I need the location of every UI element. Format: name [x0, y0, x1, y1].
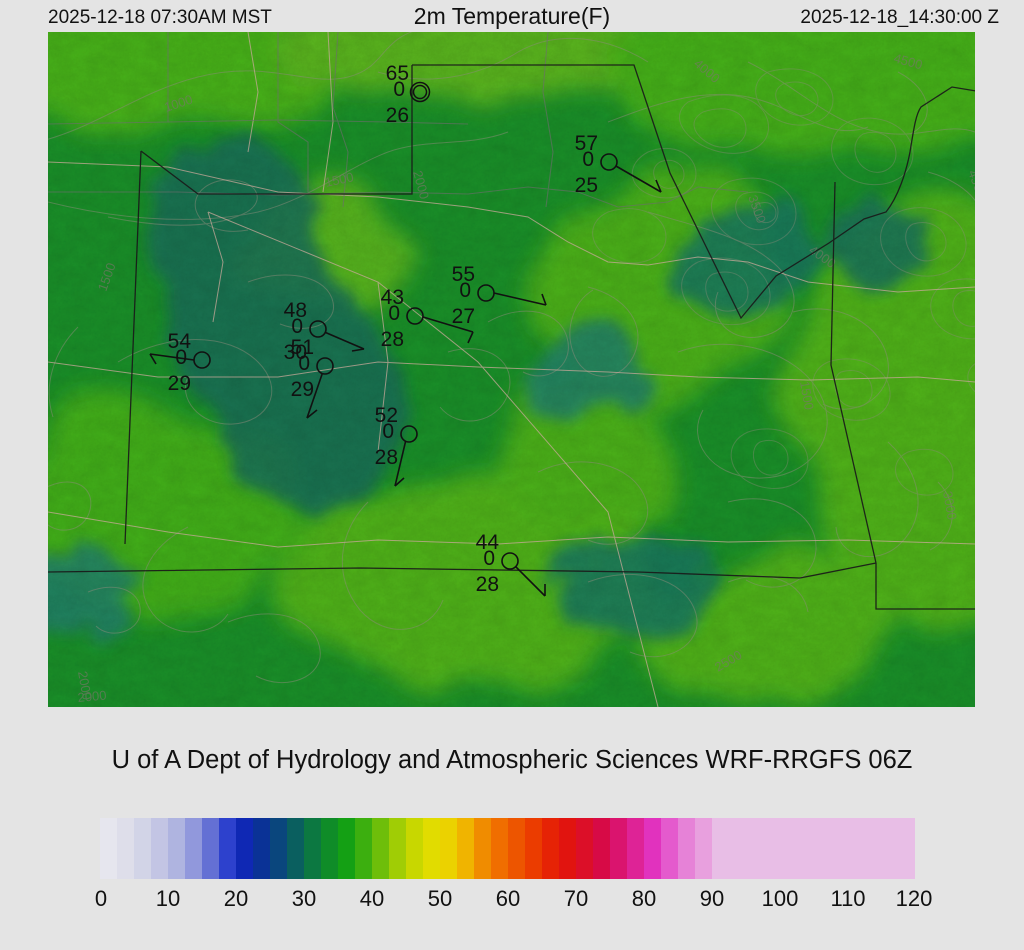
svg-text:28: 28	[476, 573, 499, 596]
svg-text:27: 27	[452, 305, 475, 328]
svg-text:0: 0	[483, 547, 495, 570]
svg-text:0: 0	[382, 420, 394, 443]
svg-text:0: 0	[582, 148, 594, 171]
svg-text:0: 0	[291, 315, 303, 338]
svg-text:0: 0	[298, 352, 310, 375]
svg-text:29: 29	[168, 372, 191, 395]
svg-text:29: 29	[291, 378, 314, 401]
svg-text:0: 0	[393, 78, 405, 101]
svg-text:28: 28	[381, 328, 404, 351]
svg-text:25: 25	[575, 174, 598, 197]
svg-text:28: 28	[375, 446, 398, 469]
svg-text:0: 0	[388, 302, 400, 325]
svg-text:0: 0	[459, 279, 471, 302]
svg-text:0: 0	[175, 346, 187, 369]
svg-text:26: 26	[386, 104, 409, 127]
